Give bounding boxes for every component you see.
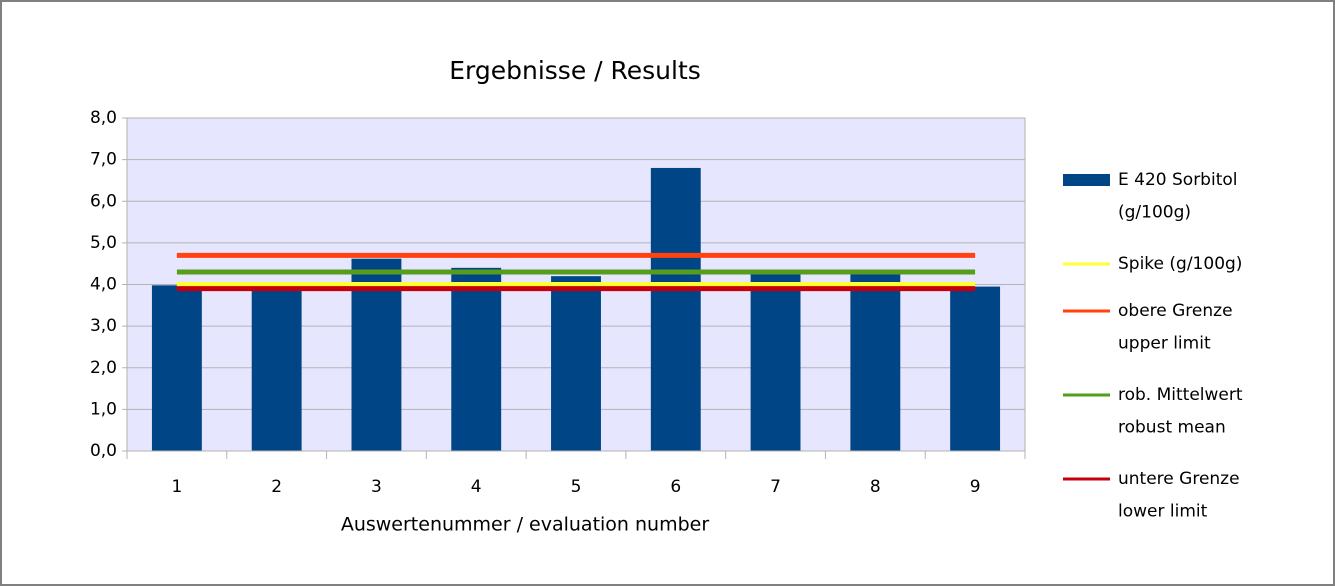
bar <box>950 286 1001 451</box>
y-tick-label: 2,0 <box>90 358 117 378</box>
legend-label: untere Grenze lower limit <box>1118 469 1240 521</box>
bar <box>551 276 601 451</box>
bar <box>750 269 801 451</box>
y-tick-label: 3,0 <box>90 316 117 336</box>
bar <box>650 167 701 451</box>
legend-label: E 420 Sorbitol (g/100g) <box>1118 170 1237 222</box>
legend-label: rob. Mittelwert robust mean <box>1118 385 1243 437</box>
legend-swatch <box>1063 174 1110 186</box>
x-tick-label: 1 <box>171 477 182 497</box>
y-tick-label: 6,0 <box>90 191 117 211</box>
y-tick-label: 0,0 <box>90 441 117 461</box>
x-tick-label: 7 <box>770 477 781 497</box>
legend-label: Spike (g/100g) <box>1118 254 1242 274</box>
y-tick-label: 8,0 <box>90 108 117 128</box>
y-tick-label: 7,0 <box>90 150 117 170</box>
bar <box>850 269 901 451</box>
x-tick-label: 9 <box>970 477 981 497</box>
x-tick-label: 3 <box>371 477 382 497</box>
x-tick-label: 2 <box>271 477 282 497</box>
legend-label: obere Grenze upper limit <box>1118 301 1233 353</box>
bar <box>151 285 202 451</box>
x-tick-label: 8 <box>870 477 881 497</box>
x-axis-label: Auswertenummer / evaluation number <box>341 514 710 536</box>
chart-title: Ergebnisse / Results <box>449 56 701 85</box>
y-tick-label: 1,0 <box>90 399 117 419</box>
x-tick-label: 6 <box>670 477 681 497</box>
bar <box>451 267 502 451</box>
y-tick-label: 4,0 <box>90 275 117 295</box>
y-tick-label: 5,0 <box>90 233 117 253</box>
x-tick-label: 4 <box>471 477 482 497</box>
bar <box>251 285 302 451</box>
x-tick-label: 5 <box>571 477 582 497</box>
